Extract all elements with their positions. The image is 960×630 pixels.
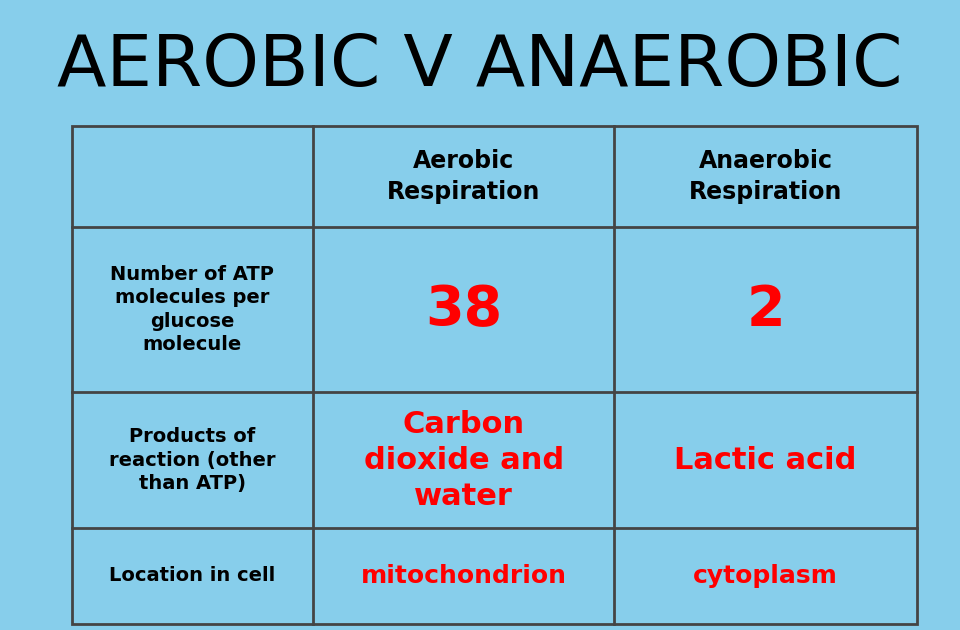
Text: Anaerobic
Respiration: Anaerobic Respiration [689,149,842,205]
Text: 2: 2 [746,283,785,337]
Bar [72,126,917,624]
Text: AEROBIC V ANAEROBIC: AEROBIC V ANAEROBIC [58,32,902,101]
Text: Aerobic
Respiration: Aerobic Respiration [387,149,540,205]
Text: Location in cell: Location in cell [109,566,276,585]
Text: Number of ATP
molecules per
glucose
molecule: Number of ATP molecules per glucose mole… [110,265,275,355]
Text: Carbon
dioxide and
water: Carbon dioxide and water [364,410,564,510]
Text: mitochondrion: mitochondrion [361,564,566,588]
Text: 38: 38 [425,283,502,337]
Text: Products of
reaction (other
than ATP): Products of reaction (other than ATP) [109,427,276,493]
Text: Lactic acid: Lactic acid [674,445,856,475]
Text: cytoplasm: cytoplasm [693,564,838,588]
